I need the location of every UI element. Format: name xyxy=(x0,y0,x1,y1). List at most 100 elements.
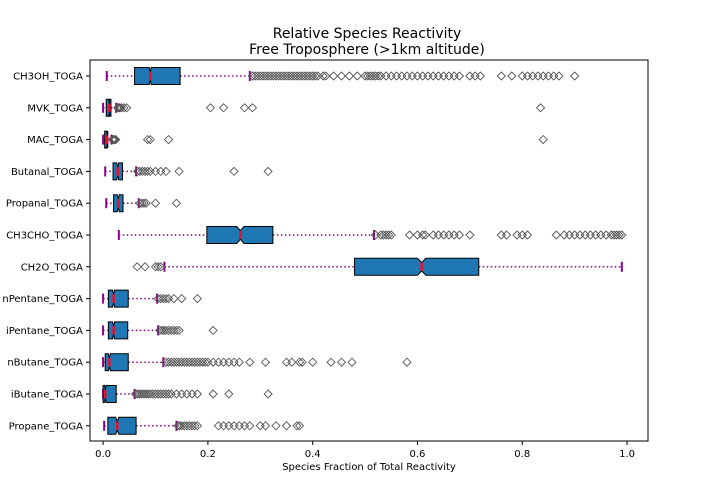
box-group xyxy=(132,257,623,276)
box xyxy=(107,321,129,340)
flier-point xyxy=(135,198,145,208)
flier-point xyxy=(360,71,370,81)
flier-point xyxy=(122,103,132,113)
flier-point xyxy=(239,421,250,431)
flier-point xyxy=(420,230,430,240)
flier-point xyxy=(412,71,423,81)
flier-point xyxy=(234,421,244,431)
flier-point xyxy=(273,71,284,81)
flier-point xyxy=(310,71,320,81)
flier-point xyxy=(245,357,255,367)
x-tick-label: 0.2 xyxy=(200,449,216,460)
flier-point xyxy=(153,262,163,272)
flier-point xyxy=(538,71,548,81)
plot-frame xyxy=(89,59,649,442)
box-group xyxy=(102,385,273,403)
flier-point xyxy=(609,230,619,240)
flier-point xyxy=(163,389,174,399)
flier-point xyxy=(133,389,143,399)
y-tick-label: iButane_TOGA xyxy=(11,390,83,401)
flier-point xyxy=(522,71,533,81)
flier-point xyxy=(198,357,208,367)
flier-point xyxy=(224,357,234,367)
flier-point xyxy=(145,134,155,145)
flier-point xyxy=(418,230,428,240)
y-tick-label: nPentane_TOGA xyxy=(2,294,83,305)
flier-point xyxy=(218,421,229,431)
flier-point xyxy=(428,71,438,81)
flier-point xyxy=(302,71,313,81)
flier-point xyxy=(255,421,265,431)
flier-point xyxy=(543,71,554,81)
flier-point xyxy=(297,357,307,367)
flier-point xyxy=(412,230,423,240)
flier-point xyxy=(507,71,517,81)
flier-point xyxy=(397,71,407,81)
x-axis-label: Species Fraction of Total Reactivity xyxy=(282,462,456,473)
flier-point xyxy=(300,71,310,81)
flier-point xyxy=(522,230,533,240)
flier-point xyxy=(308,71,318,81)
y-tick-label: CH2O_TOGA xyxy=(21,262,83,273)
flier-point xyxy=(115,103,125,113)
flier-point xyxy=(192,357,203,367)
flier-point xyxy=(391,71,402,81)
flier-point xyxy=(570,230,580,240)
flier-point xyxy=(137,198,147,208)
flier-point xyxy=(585,230,596,240)
flier-point xyxy=(268,71,279,81)
flier-point xyxy=(229,421,239,431)
flier-point xyxy=(606,230,616,240)
x-tick-label: 0.4 xyxy=(305,449,321,460)
box xyxy=(104,353,129,372)
flier-point xyxy=(263,389,273,399)
flier-point xyxy=(454,71,465,81)
flier-point xyxy=(157,325,167,336)
flier-point xyxy=(247,103,258,113)
y-tick-label: CH3OH_TOGA xyxy=(13,72,83,83)
flier-point xyxy=(205,103,216,113)
flier-point xyxy=(163,293,174,304)
flier-point xyxy=(169,293,179,304)
flier-point xyxy=(213,357,224,367)
flier-point xyxy=(352,71,362,81)
flier-point xyxy=(575,230,585,240)
flier-point xyxy=(179,357,189,367)
flier-point xyxy=(470,71,480,81)
flier-point xyxy=(137,389,147,399)
y-tick-label: Propanal_TOGA xyxy=(6,199,83,210)
flier-point xyxy=(449,71,459,81)
flier-point xyxy=(109,134,120,145)
flier-point xyxy=(433,230,444,240)
flier-point xyxy=(318,71,328,81)
flier-point xyxy=(281,421,292,431)
flier-point xyxy=(281,71,292,81)
flier-point xyxy=(570,71,580,81)
flier-point xyxy=(161,166,171,177)
box xyxy=(107,416,137,435)
flier-point xyxy=(177,293,187,304)
flier-point xyxy=(229,166,239,177)
box-group xyxy=(105,194,182,213)
chart-subtitle: Free Troposphere (>1km altitude) xyxy=(249,42,485,58)
flier-point xyxy=(150,262,161,272)
flier-point xyxy=(549,71,559,81)
box xyxy=(354,257,480,276)
flier-point xyxy=(111,134,121,145)
flier-point xyxy=(142,166,153,177)
box-group xyxy=(102,130,548,149)
flier-point xyxy=(224,389,234,399)
flier-point xyxy=(496,71,506,81)
flier-point xyxy=(166,357,176,367)
flier-point xyxy=(554,71,564,81)
flier-point xyxy=(294,71,305,81)
flier-point xyxy=(512,230,522,240)
flier-point xyxy=(229,357,239,367)
flier-point xyxy=(141,198,151,208)
box-group xyxy=(102,98,546,117)
flier-point xyxy=(465,230,475,240)
flier-point xyxy=(551,230,561,240)
flier-point xyxy=(386,71,396,81)
flier-point xyxy=(224,421,234,431)
